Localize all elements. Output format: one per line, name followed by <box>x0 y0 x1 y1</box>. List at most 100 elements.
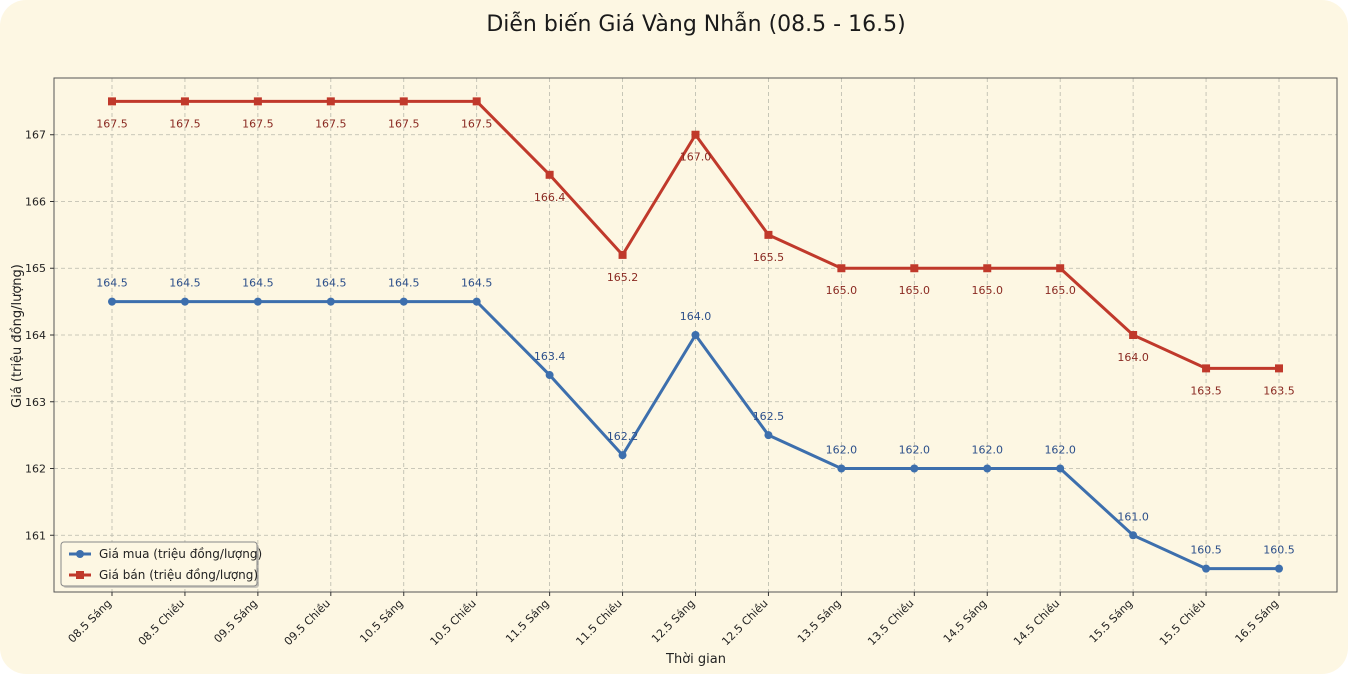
data-label: 163.4 <box>534 350 566 363</box>
legend-label-sell: Giá bán (triệu đồng/lượng) <box>99 568 258 582</box>
data-label: 167.5 <box>315 117 347 130</box>
data-point <box>910 464 919 473</box>
data-label: 164.5 <box>96 277 128 290</box>
data-point <box>180 297 189 306</box>
data-point <box>180 97 189 106</box>
x-axis-ticks: 08.5 Sáng 08.5 Chiều 09.5 Sáng 09.5 Chiều 10… <box>66 592 1282 648</box>
x-tick-label: 16.5 Sáng <box>1233 597 1282 646</box>
grid-lines <box>54 78 1337 592</box>
x-tick-label: 08.5 Chiều <box>136 597 187 648</box>
data-point <box>545 170 554 179</box>
data-point <box>253 97 262 106</box>
x-tick-label: 12.5 Sáng <box>649 597 698 646</box>
legend: Giá mua (triệu đồng/lượng) Giá bán (triệu… <box>60 541 262 588</box>
y-tick-label: 166 <box>25 195 46 208</box>
data-point <box>326 297 335 306</box>
data-point <box>983 264 992 273</box>
data-label: 164.5 <box>169 277 201 290</box>
series-layer: 164.5 164.5 164.5 164.5 164.5 164.5 163.4 162.2… <box>96 97 1295 573</box>
x-tick-label: 14.5 Chiều <box>1011 597 1062 648</box>
data-label: 160.5 <box>1263 544 1295 557</box>
data-point <box>253 297 262 306</box>
data-label: 165.0 <box>826 284 858 297</box>
data-label: 165.0 <box>1044 284 1076 297</box>
chart-title: Diễn biến Giá Vàng Nhẫn (08.5 - 16.5) <box>486 11 905 37</box>
x-tick-label: 09.5 Sáng <box>211 597 260 646</box>
data-label: 167.5 <box>242 117 274 130</box>
data-label: 163.5 <box>1190 384 1222 397</box>
data-label: 164.5 <box>242 277 274 290</box>
data-label: 167.5 <box>388 117 420 130</box>
data-label: 161.0 <box>1117 510 1149 523</box>
data-point <box>108 97 116 106</box>
y-tick-label: 165 <box>25 262 46 275</box>
x-tick-label: 13.5 Sáng <box>795 597 844 646</box>
series-sell: 167.5 167.5 167.5 167.5 167.5 167.5 166.4 165.2… <box>96 97 1295 397</box>
data-label: 165.2 <box>607 271 639 284</box>
data-label: 167.5 <box>461 117 493 130</box>
data-label: 162.5 <box>753 410 785 423</box>
data-label: 165.0 <box>972 284 1004 297</box>
data-label: 162.0 <box>899 444 931 457</box>
data-point <box>399 297 408 306</box>
x-tick-label: 14.5 Sáng <box>941 597 990 646</box>
data-point <box>618 250 627 259</box>
y-tick-label: 167 <box>25 129 46 142</box>
data-label: 162.0 <box>826 444 858 457</box>
data-point <box>983 464 992 473</box>
y-tick-label: 162 <box>25 463 46 476</box>
y-axis-label: Giá (triệu đồng/lượng) <box>10 264 25 408</box>
data-point <box>1275 364 1283 373</box>
data-label: 166.4 <box>534 191 566 204</box>
data-label: 164.0 <box>680 310 712 323</box>
data-point <box>1056 264 1065 273</box>
data-point <box>1129 531 1138 540</box>
data-point <box>764 431 773 440</box>
x-axis-label: Thời gian <box>665 652 726 667</box>
data-point <box>1129 331 1138 339</box>
legend-marker <box>76 550 84 558</box>
x-tick-label: 10.5 Sáng <box>357 597 406 646</box>
x-tick-label: 12.5 Chiều <box>719 597 770 648</box>
data-label: 160.5 <box>1190 544 1222 557</box>
data-point <box>1056 464 1065 473</box>
data-point <box>837 464 846 473</box>
data-label: 162.0 <box>972 444 1004 457</box>
data-label: 164.5 <box>388 277 420 290</box>
data-point <box>837 264 846 273</box>
data-label: 167.0 <box>680 151 712 164</box>
data-point <box>910 264 919 273</box>
data-label: 167.5 <box>169 117 201 130</box>
data-label: 162.2 <box>607 430 639 443</box>
y-tick-label: 164 <box>25 329 46 342</box>
data-point <box>472 97 481 106</box>
x-tick-label: 10.5 Chiều <box>428 597 479 648</box>
x-tick-label: 11.5 Sáng <box>503 597 552 646</box>
data-point <box>399 97 408 106</box>
data-point <box>691 331 700 339</box>
data-label: 163.5 <box>1263 384 1295 397</box>
x-tick-label: 11.5 Chiều <box>573 597 624 648</box>
y-axis-ticks: 161 162 163 164 165 166 167 <box>25 129 54 542</box>
data-point <box>1202 364 1211 373</box>
legend-label-buy: Giá mua (triệu đồng/lượng) <box>99 547 262 561</box>
x-tick-label: 08.5 Sáng <box>66 597 115 646</box>
data-point <box>1275 564 1283 573</box>
data-point <box>1202 564 1211 573</box>
data-label: 165.0 <box>899 284 931 297</box>
data-label: 164.5 <box>315 277 347 290</box>
data-label: 165.5 <box>753 251 785 264</box>
x-tick-label: 15.5 Sáng <box>1087 597 1136 646</box>
data-label: 164.0 <box>1117 351 1149 364</box>
series-buy: 164.5 164.5 164.5 164.5 164.5 164.5 163.4 162.2… <box>96 277 1295 573</box>
data-point <box>618 451 627 460</box>
data-point <box>545 371 554 380</box>
data-point <box>764 230 773 239</box>
data-point <box>472 297 481 306</box>
x-tick-label: 13.5 Chiều <box>865 597 916 648</box>
data-label: 167.5 <box>96 117 128 130</box>
data-point <box>691 130 700 139</box>
data-label: 162.0 <box>1044 444 1076 457</box>
